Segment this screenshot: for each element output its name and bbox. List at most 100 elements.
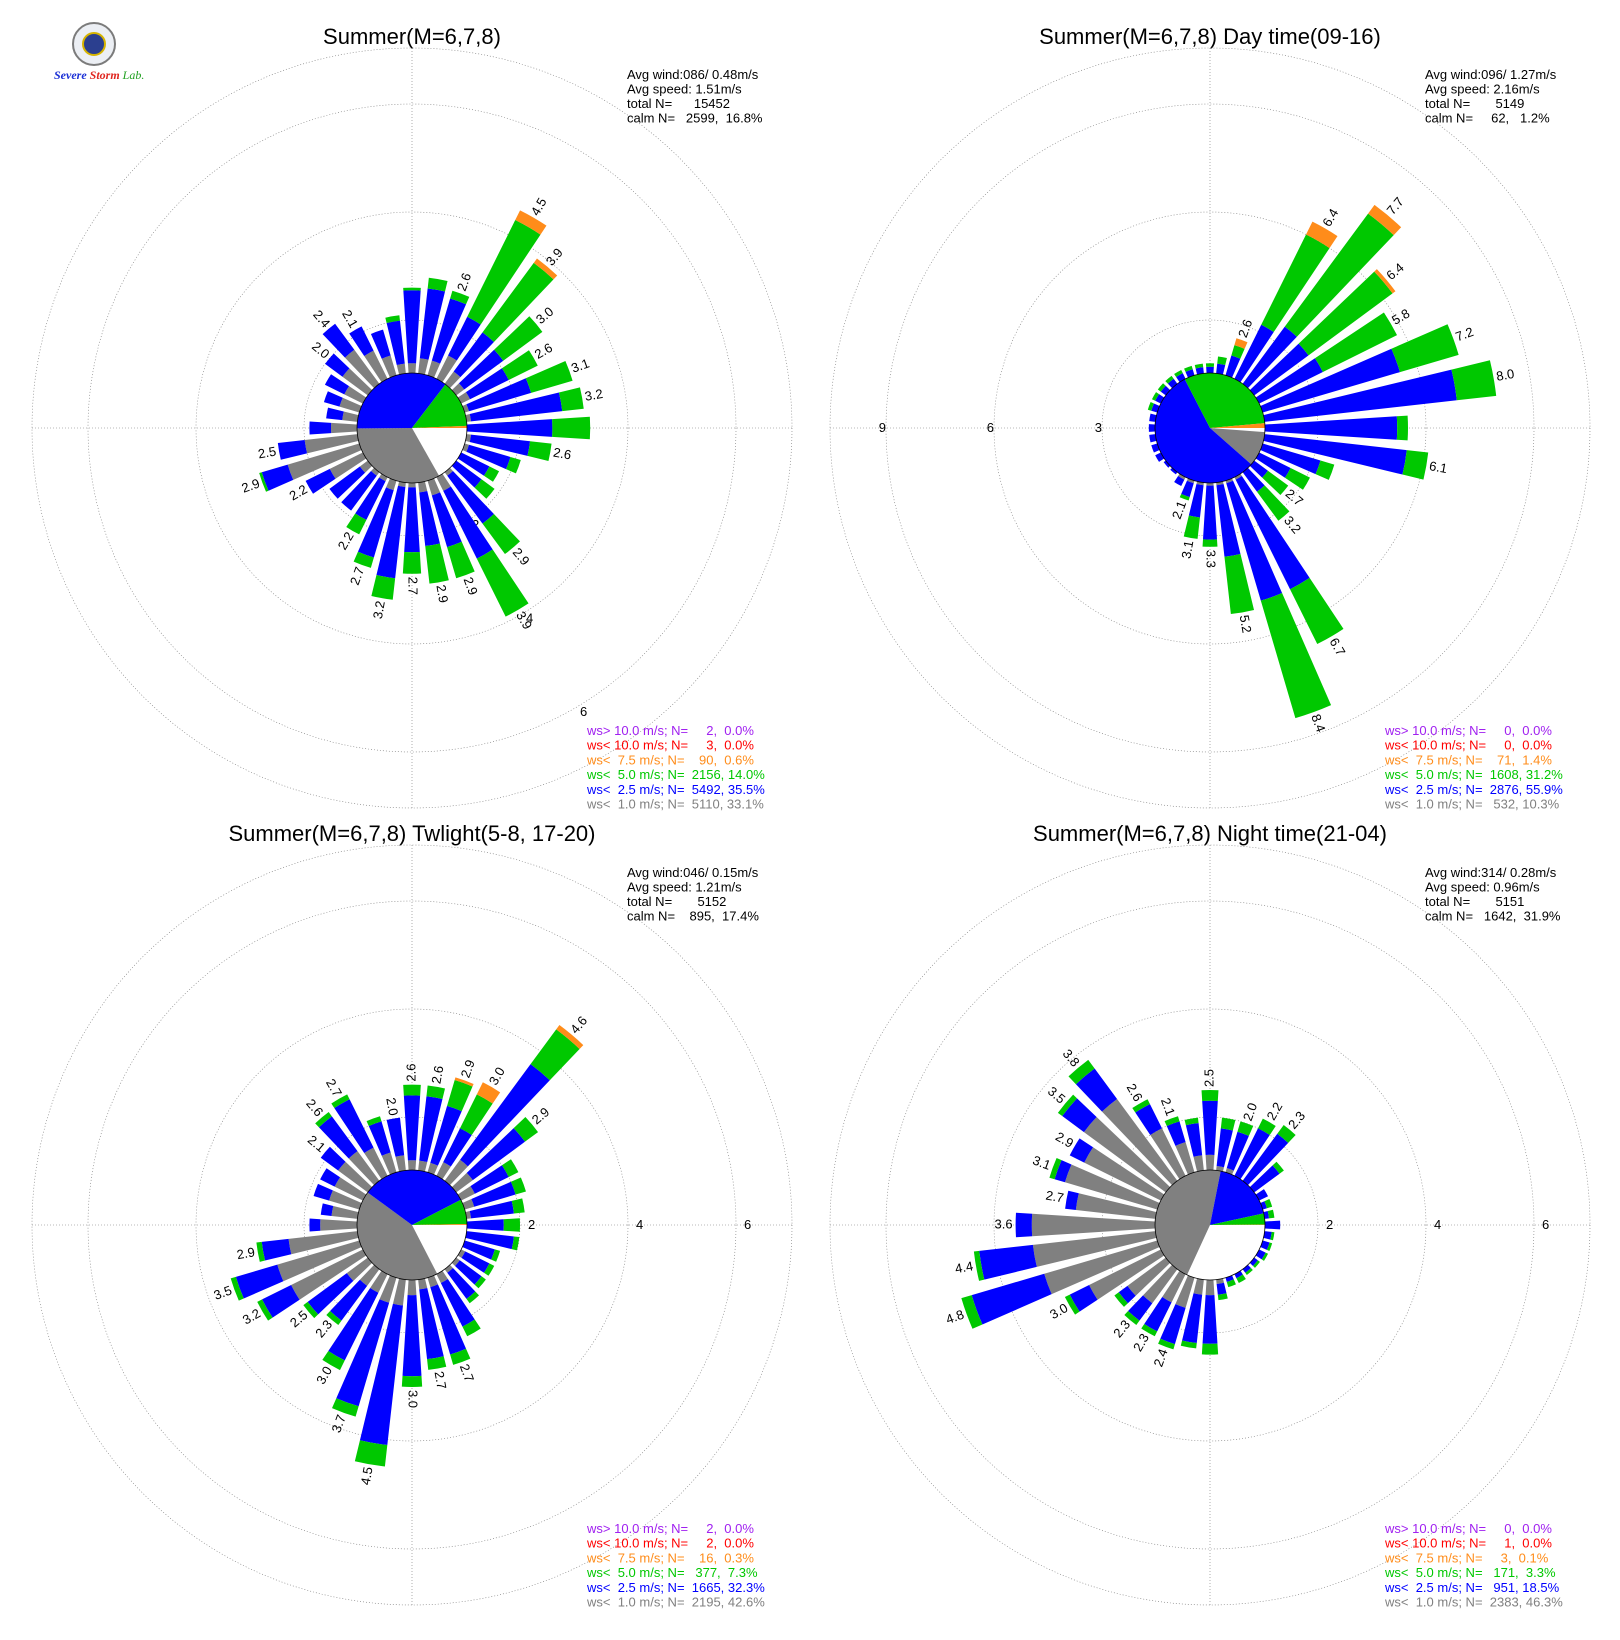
grid-ring — [87, 103, 737, 753]
bar-green-segment — [501, 1159, 519, 1177]
bar-green-segment — [402, 551, 422, 574]
bar-value-label: 2.6 — [454, 271, 474, 293]
bar-green-segment — [474, 479, 495, 499]
ring-label: 6 — [1542, 1217, 1549, 1232]
bar-gray-segment — [1205, 1279, 1215, 1296]
bar-blue-segment — [471, 1181, 516, 1207]
bar-blue-segment — [1255, 452, 1291, 478]
bar-blue-segment — [341, 471, 377, 511]
bar-orange-segment — [1234, 338, 1248, 349]
bar-green-segment — [973, 1250, 985, 1281]
bar-green-segment — [1261, 234, 1330, 333]
bar-blue-segment — [370, 329, 391, 359]
bar-blue-segment — [235, 1264, 284, 1299]
bar-blue-segment — [1166, 1121, 1186, 1146]
bar-green-segment — [530, 1029, 580, 1081]
bar-green-segment — [511, 1236, 520, 1251]
bar-gray-segment — [427, 1275, 438, 1288]
ring-label: 2 — [1326, 1217, 1333, 1232]
stat-line: Avg wind:046/ 0.15m/s — [627, 865, 759, 880]
bar-blue-segment — [1149, 434, 1157, 443]
seal-icon — [72, 22, 116, 66]
bar-gray-segment — [339, 397, 362, 413]
bar-green-segment — [303, 1301, 319, 1319]
bar-blue-segment — [1185, 369, 1195, 378]
bar-value-label: 6.4 — [1383, 260, 1406, 283]
legend-entry: ws> 10.0 m/s; N= 0, 0.0% — [1384, 1521, 1552, 1536]
bar-gray-segment — [418, 1278, 428, 1290]
bar-green-segment — [447, 1079, 473, 1112]
bar-value-label: 2.9 — [461, 575, 481, 597]
bar-green-segment — [1266, 1242, 1273, 1251]
bar-gray-segment — [348, 1151, 380, 1186]
bar-value-label: 3.9 — [543, 245, 566, 268]
stat-line: calm N= 62, 1.2% — [1425, 111, 1550, 126]
bar-blue-segment — [466, 419, 553, 437]
bar-blue-segment — [305, 468, 336, 494]
bar-blue-segment — [1216, 363, 1226, 375]
bar-blue-segment — [447, 471, 494, 524]
bar-green-segment — [483, 466, 500, 482]
bar-green-segment — [466, 1291, 480, 1304]
bar-value-label: 2.2 — [1263, 1100, 1285, 1123]
lab-logo: Severe Storm Lab. — [52, 22, 144, 86]
ring-label: 3 — [1095, 420, 1102, 435]
bar-gray-segment — [1127, 1257, 1171, 1296]
bar-blue-segment — [309, 1218, 321, 1232]
bar-value-label: 3.1 — [1178, 539, 1196, 559]
bar-gray-segment — [1175, 1142, 1195, 1175]
bar-value-label: 3.0 — [406, 1390, 421, 1408]
bar-gray-segment — [436, 1162, 451, 1180]
bar-value-label: 2.0 — [309, 339, 332, 362]
pie-lt2_5-slice — [1210, 1171, 1264, 1225]
pie-lt5-slice — [412, 1199, 467, 1225]
bar-green-segment — [1064, 1294, 1080, 1315]
wind-rose-panel-twilight: Summer(M=6,7,8) Twlight(5-8, 17-20) 2 4 6 2.… — [31, 821, 793, 1610]
bar-blue-segment — [466, 1219, 504, 1231]
bar-green-segment — [510, 1177, 526, 1195]
bar-green-segment — [558, 387, 584, 412]
bar-gray-segment — [462, 443, 469, 452]
bar-gray-segment — [1031, 1213, 1156, 1237]
pie-lt2_5-slice — [367, 1169, 461, 1225]
legend-entry: ws< 2.5 m/s; N= 1665, 32.3% — [586, 1580, 765, 1595]
bar-blue-segment — [1149, 413, 1157, 422]
bar-gray-segment — [291, 1249, 367, 1300]
bar-blue-segment — [1181, 480, 1194, 498]
bar-gray-segment — [304, 434, 359, 454]
bar-blue-segment — [1242, 326, 1297, 389]
logo-severe: Severe — [54, 68, 87, 82]
bar-green-segment — [354, 1440, 388, 1467]
bar-value-label: 2.4 — [1150, 1347, 1170, 1369]
bar-green-segment — [331, 1094, 350, 1109]
bar-gray-segment — [444, 371, 461, 389]
bar-blue-segment — [1263, 1231, 1272, 1240]
pie-calm-slice — [1187, 1225, 1265, 1280]
bar-gray-segment — [1216, 1278, 1224, 1285]
bar-gray-segment — [451, 383, 465, 396]
bar-gray-segment — [457, 1186, 475, 1201]
bar-blue-segment — [336, 1299, 390, 1407]
stat-line: Avg wind:314/ 0.28m/s — [1425, 865, 1557, 880]
bar-green-segment — [1262, 470, 1289, 496]
bar-value-label: 2.6 — [1124, 1081, 1146, 1104]
stat-line: Avg speed: 1.21m/s — [627, 880, 742, 895]
pie-outline — [356, 372, 468, 484]
bar-green-segment — [1165, 375, 1174, 384]
bar-green-segment — [1260, 592, 1332, 719]
bar-gray-segment — [1150, 1128, 1186, 1180]
bar-green-segment — [503, 1218, 521, 1232]
bar-blue-segment — [1260, 1240, 1270, 1250]
bar-blue-segment — [1242, 467, 1265, 492]
bar-orange-segment — [476, 1082, 501, 1104]
bar-value-label: 3.8 — [1060, 1046, 1083, 1069]
bar-blue-segment — [470, 1165, 509, 1194]
bar-blue-segment — [1225, 1275, 1234, 1282]
legend-entry: ws< 1.0 m/s; N= 532, 10.3% — [1384, 797, 1560, 812]
bar-green-segment — [506, 456, 521, 474]
legend-entry: ws< 2.5 m/s; N= 5492, 35.5% — [586, 782, 765, 797]
bar-value-label: 2.6 — [403, 1064, 418, 1082]
bar-blue-segment — [1163, 460, 1171, 468]
bar-blue-segment — [460, 1064, 550, 1167]
